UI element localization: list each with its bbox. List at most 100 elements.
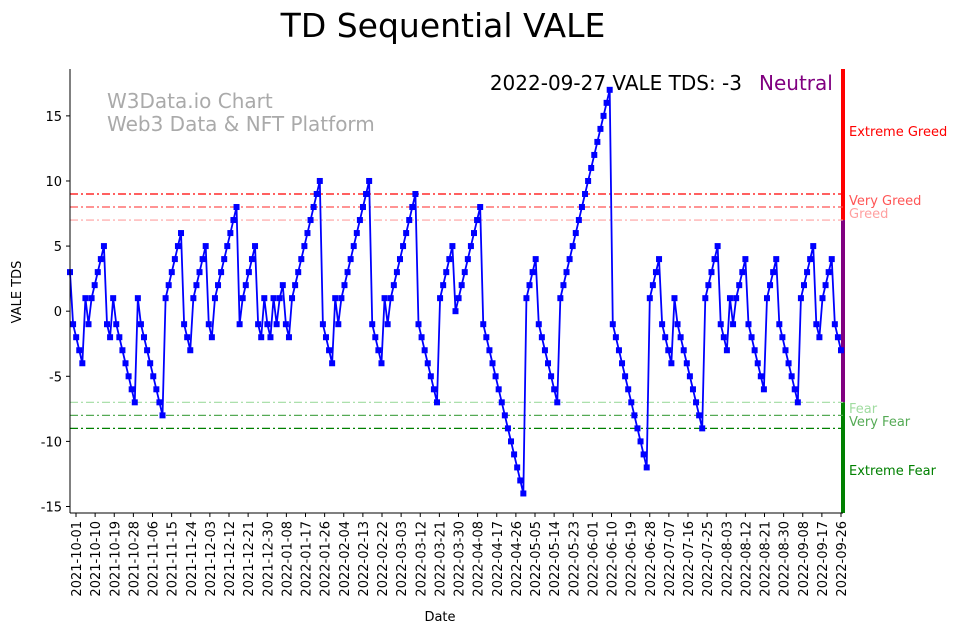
data-point [723, 347, 730, 354]
data-point [440, 282, 447, 289]
data-point [131, 399, 138, 406]
threshold-label: Very Fear [849, 415, 911, 430]
x-tick-label: 2022-03-30 [453, 521, 468, 597]
data-point [322, 334, 329, 341]
x-tick-label: 2022-07-25 [701, 521, 716, 597]
data-point [517, 477, 524, 484]
data-point [643, 464, 650, 471]
data-point [239, 295, 246, 302]
data-point [199, 256, 206, 263]
x-tick-label: 2021-12-21 [242, 521, 257, 597]
x-tick-label: 2022-03-03 [395, 521, 410, 597]
data-point [307, 217, 314, 224]
data-point [282, 321, 289, 328]
data-point [88, 295, 95, 302]
data-point [70, 321, 77, 328]
data-point [264, 321, 271, 328]
data-point [319, 321, 326, 328]
x-tick-label: 2022-06-10 [606, 521, 621, 597]
data-point [421, 347, 428, 354]
data-point [551, 386, 558, 393]
data-point [791, 386, 798, 393]
threshold-label: Extreme Greed [849, 125, 947, 140]
data-point [708, 269, 715, 276]
data-point [332, 295, 339, 302]
data-point [665, 347, 672, 354]
x-tick-label: 2022-07-16 [682, 521, 697, 597]
data-point [137, 321, 144, 328]
data-point [178, 230, 185, 237]
threshold-label: Very Greed [849, 194, 921, 209]
data-point [609, 321, 616, 328]
data-point [640, 451, 647, 458]
data-point [831, 321, 838, 328]
x-tick-label: 2022-07-07 [663, 521, 678, 597]
data-point [298, 256, 305, 263]
data-point [686, 373, 693, 380]
data-point [113, 321, 120, 328]
data-point [252, 243, 259, 250]
data-point [733, 295, 740, 302]
data-point [702, 295, 709, 302]
data-point [825, 269, 832, 276]
data-point [313, 190, 320, 197]
data-point [116, 334, 123, 341]
data-point [548, 373, 555, 380]
data-point [97, 256, 104, 263]
data-point [91, 282, 98, 289]
data-point [523, 295, 530, 302]
data-point [184, 334, 191, 341]
data-point [461, 269, 468, 276]
data-point [174, 243, 181, 250]
y-tick-label: -5 [49, 370, 62, 385]
x-tick-label: 2021-12-12 [223, 521, 238, 597]
x-tick-label: 2022-05-14 [548, 521, 563, 597]
data-point [659, 321, 666, 328]
annotation: 2022-09-27 VALE TDS: -3 [490, 71, 742, 95]
data-point [104, 321, 111, 328]
data-point [378, 360, 385, 367]
data-point [674, 321, 681, 328]
data-point [622, 373, 629, 380]
data-point [807, 256, 814, 263]
data-point [276, 295, 283, 302]
data-point [73, 334, 80, 341]
data-point [822, 282, 829, 289]
data-point [575, 217, 582, 224]
data-point [813, 321, 820, 328]
data-point [255, 321, 262, 328]
data-point [458, 282, 465, 289]
x-tick-label: 2021-11-15 [166, 521, 181, 597]
data-point [779, 334, 786, 341]
data-point [162, 295, 169, 302]
data-point [273, 321, 280, 328]
x-tick-label: 2022-04-08 [472, 521, 487, 597]
zone-bar-neutral [841, 220, 845, 403]
x-tick-label: 2022-08-21 [759, 521, 774, 597]
data-point [248, 256, 255, 263]
y-tick-label: 0 [54, 305, 62, 320]
data-point [292, 282, 299, 289]
y-tick-label: -15 [41, 500, 62, 515]
data-point [649, 282, 656, 289]
data-point [242, 282, 249, 289]
data-point [838, 347, 844, 354]
data-point [141, 334, 148, 341]
data-point [600, 112, 607, 119]
data-point [94, 269, 101, 276]
data-point [591, 151, 598, 158]
data-point [267, 334, 274, 341]
data-point [415, 321, 422, 328]
data-point [696, 412, 703, 419]
x-tick-label: 2022-05-05 [529, 521, 544, 597]
data-point [279, 282, 286, 289]
data-point [304, 230, 311, 237]
data-point [359, 204, 366, 211]
data-point [754, 360, 761, 367]
data-point [501, 412, 508, 419]
y-tick-label: 10 [45, 175, 62, 190]
data-point [631, 412, 638, 419]
data-point [446, 256, 453, 263]
data-point [261, 295, 268, 302]
